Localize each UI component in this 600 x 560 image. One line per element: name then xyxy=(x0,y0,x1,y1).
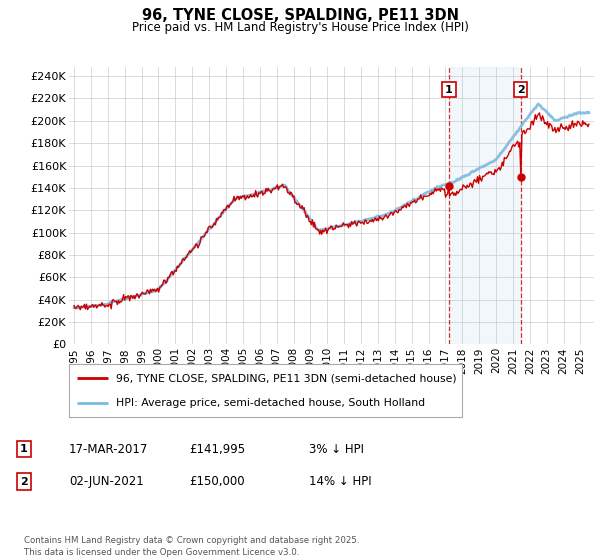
Text: Price paid vs. HM Land Registry's House Price Index (HPI): Price paid vs. HM Land Registry's House … xyxy=(131,21,469,34)
Text: 2: 2 xyxy=(20,477,28,487)
Text: 2: 2 xyxy=(517,85,524,95)
Text: 96, TYNE CLOSE, SPALDING, PE11 3DN: 96, TYNE CLOSE, SPALDING, PE11 3DN xyxy=(142,8,458,24)
Text: Contains HM Land Registry data © Crown copyright and database right 2025.
This d: Contains HM Land Registry data © Crown c… xyxy=(24,536,359,557)
Text: 17-MAR-2017: 17-MAR-2017 xyxy=(69,442,148,456)
Text: 02-JUN-2021: 02-JUN-2021 xyxy=(69,475,144,488)
Text: HPI: Average price, semi-detached house, South Holland: HPI: Average price, semi-detached house,… xyxy=(116,398,425,408)
Text: 1: 1 xyxy=(445,85,453,95)
Text: 14% ↓ HPI: 14% ↓ HPI xyxy=(309,475,371,488)
Text: 3% ↓ HPI: 3% ↓ HPI xyxy=(309,442,364,456)
Bar xyxy=(449,67,521,344)
Text: £141,995: £141,995 xyxy=(189,442,245,456)
Text: 96, TYNE CLOSE, SPALDING, PE11 3DN (semi-detached house): 96, TYNE CLOSE, SPALDING, PE11 3DN (semi… xyxy=(116,374,457,384)
Text: 1: 1 xyxy=(20,444,28,454)
Text: £150,000: £150,000 xyxy=(189,475,245,488)
